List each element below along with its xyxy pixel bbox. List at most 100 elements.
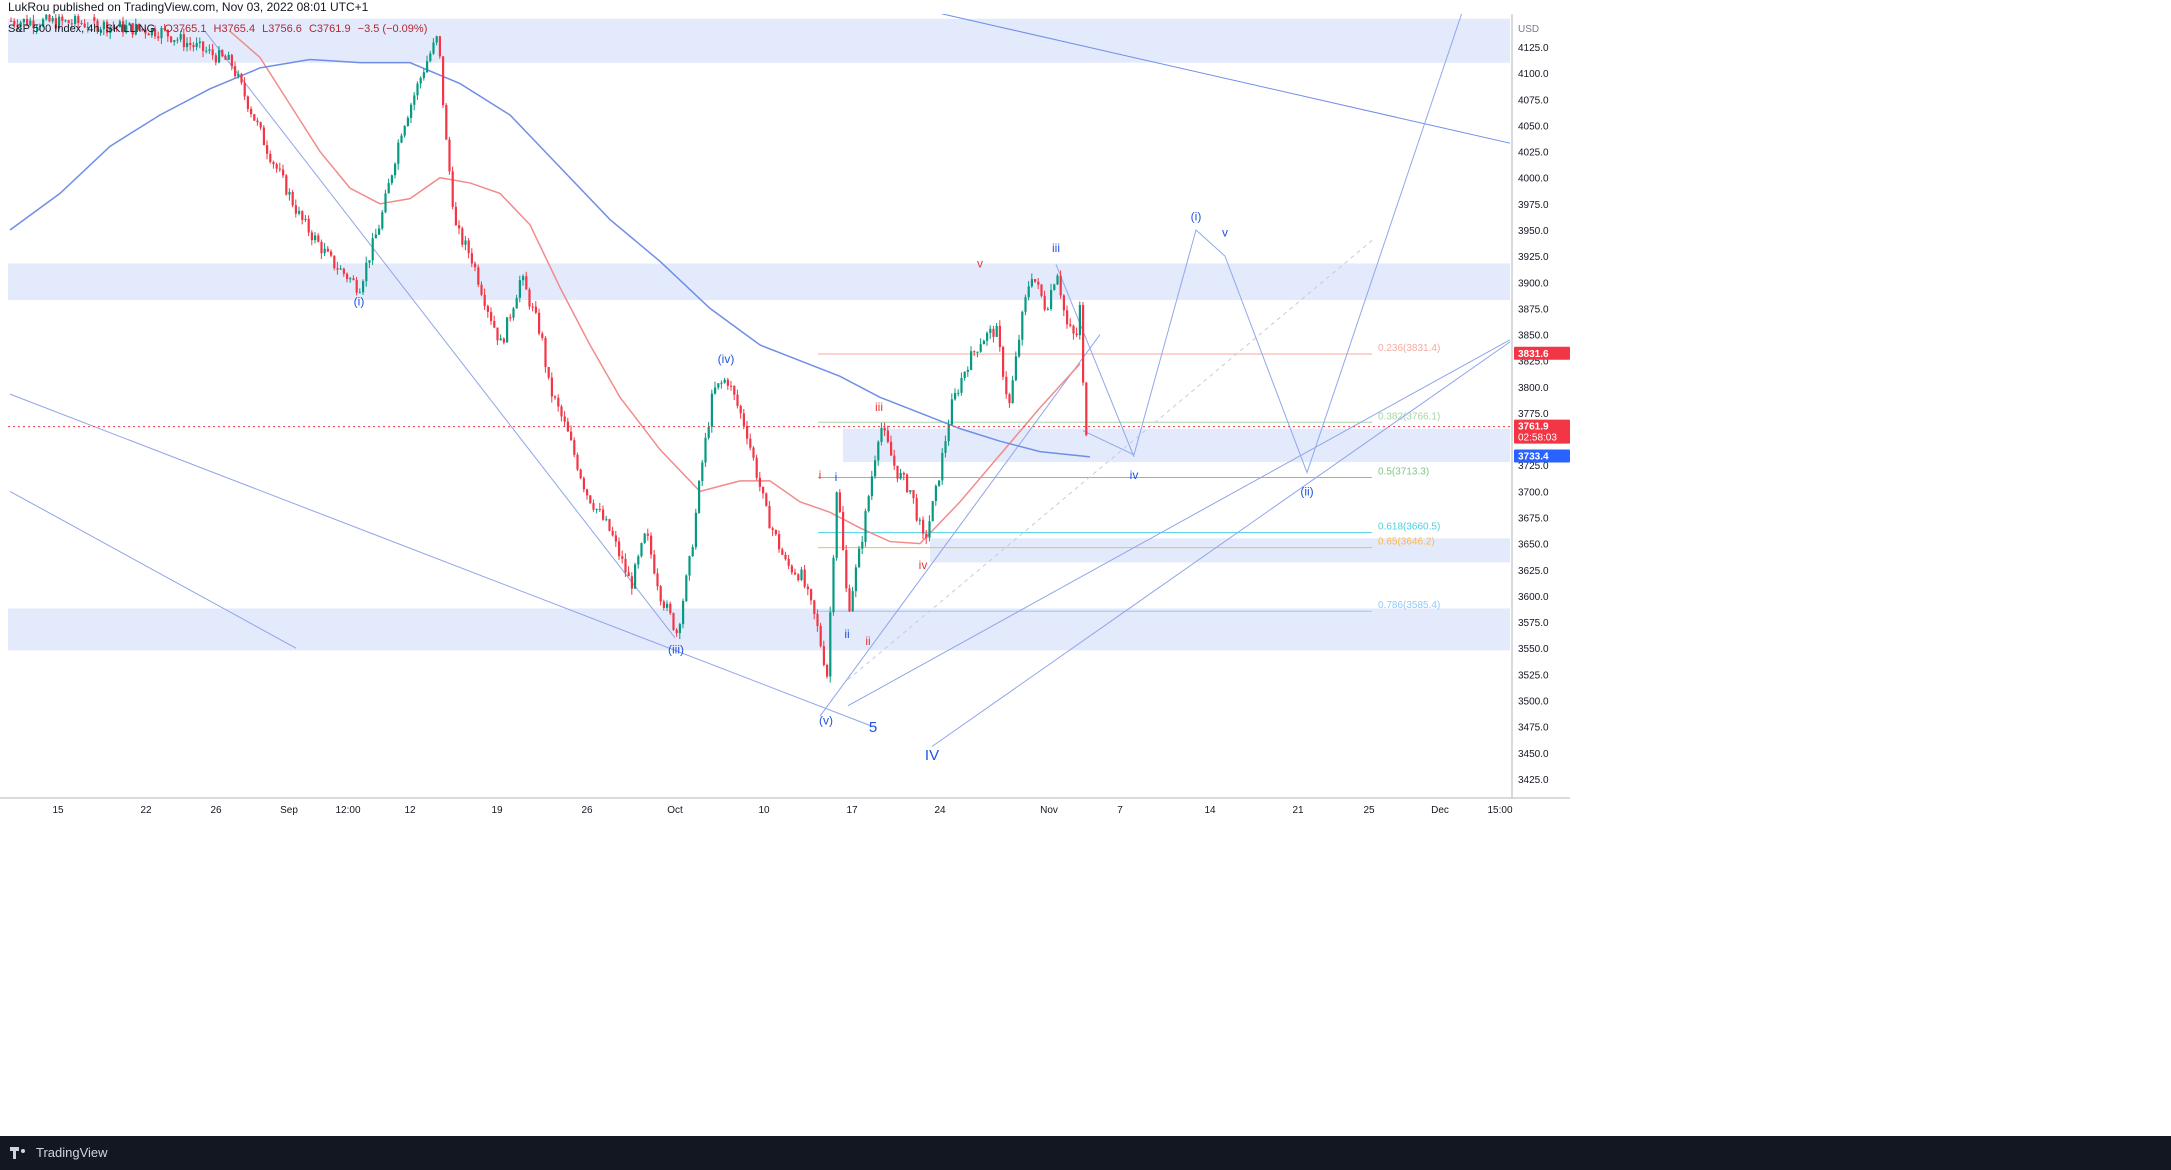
candle-body	[477, 267, 480, 285]
candle-body	[954, 393, 957, 400]
candle-body	[269, 153, 272, 163]
price-chart[interactable]: 0.236(3831.4) 0.382(3766.1) 0.5(3713.3) 0.6…	[0, 14, 2171, 1150]
candle-body	[1021, 311, 1024, 340]
candle-body	[493, 320, 496, 328]
candle-body	[774, 529, 777, 535]
candle-body	[749, 438, 752, 448]
price-tick-label: 3975.0	[1518, 200, 1549, 211]
candle-body	[410, 104, 413, 118]
candle-body	[1005, 376, 1008, 395]
candle-body	[378, 228, 381, 235]
candle-body	[1043, 295, 1046, 310]
candle-body	[64, 20, 67, 22]
candle-body	[173, 40, 176, 42]
candle-body	[134, 23, 137, 35]
price-tick-label: 3525.0	[1518, 670, 1549, 681]
candle-body	[240, 73, 243, 83]
candle-body	[314, 235, 317, 241]
candle-body	[454, 206, 457, 226]
candle-body	[886, 430, 889, 442]
candle-body	[832, 557, 835, 613]
candle-body	[528, 289, 531, 307]
candle-body	[298, 211, 301, 214]
candle-body	[1037, 281, 1040, 285]
candle-body	[979, 344, 982, 352]
moving-average-line	[229, 30, 1081, 545]
candle-body	[592, 503, 595, 510]
candle-body	[38, 26, 41, 28]
time-tick-label: 15	[52, 805, 64, 816]
time-ticks[interactable]: 15 22 26 Sep 12:00 12 19 26 Oct 10 17 24 Nov 7 14 21 25 D…	[52, 805, 1513, 816]
moving-average-line	[9, 58, 1091, 458]
candle-body	[166, 29, 169, 37]
candle-body	[288, 191, 291, 195]
candle-body	[560, 406, 563, 417]
price-tick-label: 3450.0	[1518, 749, 1549, 760]
candle-body	[67, 20, 70, 24]
candle-body	[733, 385, 736, 395]
chart-area[interactable]: 0.236(3831.4) 0.382(3766.1) 0.5(3713.3) 0.6…	[0, 14, 2171, 1150]
price-tick-label: 4000.0	[1518, 174, 1549, 185]
candle-body	[365, 262, 368, 282]
price-tick-label: 4125.0	[1518, 43, 1549, 54]
candle-body	[502, 338, 505, 343]
candle-body	[301, 211, 304, 220]
time-tick-label: 12	[404, 805, 416, 816]
candle-body	[992, 328, 995, 337]
candle-body	[48, 14, 51, 22]
candle-body	[762, 486, 765, 494]
candle-body	[813, 600, 816, 614]
candle-body	[432, 42, 435, 54]
candle-body	[918, 519, 921, 521]
candle-body	[915, 498, 918, 521]
candles-layer	[10, 14, 1088, 683]
candle-body	[397, 142, 400, 164]
candle-body	[198, 41, 201, 44]
wave-label: i	[835, 470, 838, 484]
candle-body	[563, 416, 566, 422]
price-tick-label: 3575.0	[1518, 618, 1549, 629]
candle-body	[250, 108, 253, 115]
time-tick-label: 19	[491, 805, 503, 816]
symbol-legend: S&P 500 Index, 4h, SKILLING O3765.1 H376…	[8, 23, 427, 35]
candle-body	[598, 508, 601, 510]
candle-body	[448, 139, 451, 172]
candle-body	[531, 306, 534, 308]
candle-body	[1062, 295, 1065, 311]
price-axis-bg[interactable]	[1512, 14, 1570, 798]
candle-body	[451, 171, 454, 207]
candle-body	[93, 17, 96, 21]
candle-body	[371, 238, 374, 261]
price-tag	[1514, 449, 1570, 463]
candle-body	[998, 325, 1001, 348]
candle-body	[1046, 308, 1049, 310]
tradingview-logo[interactable]: TradingView	[10, 1145, 108, 1160]
candle-body	[771, 528, 774, 530]
candle-body	[848, 588, 851, 612]
wave-label: ii	[865, 634, 870, 648]
candle-body	[349, 278, 352, 280]
candle-body	[573, 440, 576, 455]
candle-body	[518, 280, 521, 298]
candle-body	[829, 612, 832, 677]
candle-body	[710, 393, 713, 427]
candle-body	[70, 23, 73, 25]
candle-body	[634, 564, 637, 589]
candle-body	[403, 126, 406, 136]
candle-body	[582, 478, 585, 490]
candle-body	[781, 549, 784, 555]
candle-body	[486, 306, 489, 312]
candle-body	[179, 34, 182, 40]
time-tick-label: Sep	[280, 805, 298, 816]
candle-body	[605, 519, 608, 521]
candle-body	[618, 541, 621, 557]
time-tick-label: 7	[1117, 805, 1123, 816]
candle-body	[278, 168, 281, 170]
zones-layer	[8, 18, 1510, 651]
price-tick-label: 3900.0	[1518, 278, 1549, 289]
dashed-projection-line	[847, 240, 1373, 680]
candle-body	[336, 268, 339, 270]
candle-body	[326, 248, 329, 252]
candle-body	[387, 183, 390, 194]
candle-body	[685, 575, 688, 602]
